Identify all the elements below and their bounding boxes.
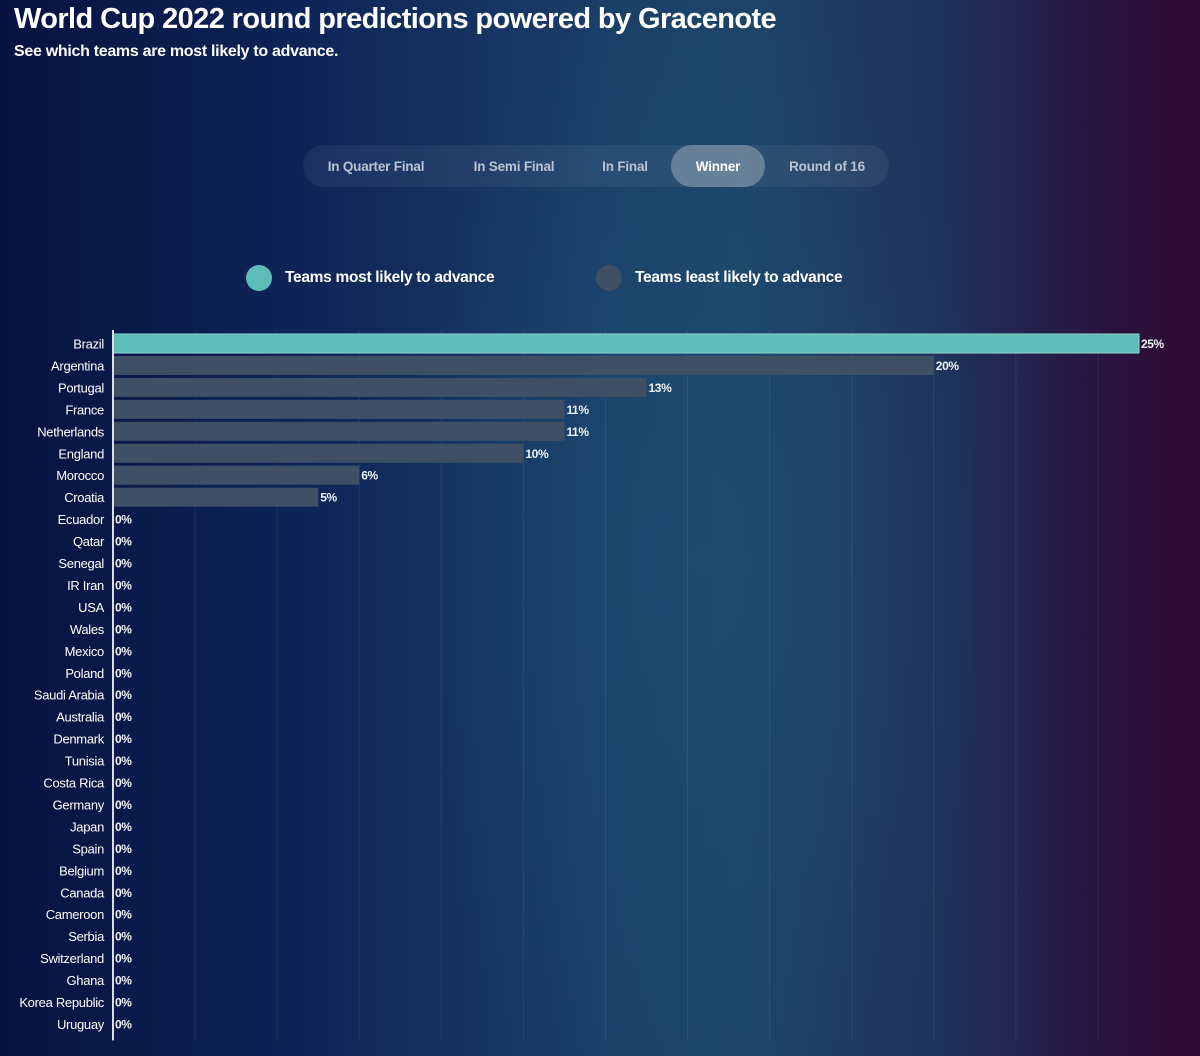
category-label: Qatar <box>73 534 105 549</box>
value-labels: 25% 20% 13% 11% 11% 10% 6% 5% 0% 0% 0% 0% 0% 0% 0% 0% 0%… <box>115 337 1165 1031</box>
category-label: Croatia <box>64 490 105 505</box>
category-label: Netherlands <box>37 424 105 439</box>
category-label: Australia <box>56 710 105 725</box>
value-label: 0% <box>115 842 132 856</box>
bar[interactable] <box>113 421 565 441</box>
legend-label-most-likely: Teams most likely to advance <box>285 269 495 286</box>
category-label: Japan <box>70 819 104 834</box>
chart-legend: Teams most likely to advance Teams least… <box>0 265 1200 293</box>
category-label: USA <box>78 600 104 615</box>
bar[interactable] <box>113 377 647 397</box>
bars <box>112 333 1140 507</box>
category-label: Cameroon <box>46 907 104 922</box>
value-label: 0% <box>115 513 132 527</box>
category-label: Poland <box>65 666 104 681</box>
legend-swatch-least-likely <box>596 265 622 291</box>
category-label: Switzerland <box>40 951 104 966</box>
category-label: Germany <box>53 797 105 812</box>
round-tabs: In Quarter Final In Semi Final In Final … <box>303 145 889 187</box>
category-label: Mexico <box>65 644 104 659</box>
value-label: 0% <box>115 886 132 900</box>
value-label: 5% <box>320 491 337 505</box>
tab-semi-final[interactable]: In Semi Final <box>473 158 555 174</box>
category-label: Korea Republic <box>19 995 104 1010</box>
value-label: 0% <box>115 578 132 592</box>
value-label: 0% <box>115 776 132 790</box>
value-label: 0% <box>115 688 132 702</box>
value-label: 0% <box>115 864 132 878</box>
category-label: Senegal <box>58 556 104 571</box>
value-label: 0% <box>115 666 132 680</box>
category-label: Spain <box>72 841 104 856</box>
category-label: Brazil <box>73 337 104 352</box>
legend-label-least-likely: Teams least likely to advance <box>635 269 843 286</box>
bar-chart: Brazil Argentina Portugal France Netherlands… <box>19 330 1165 1041</box>
value-label: 0% <box>115 710 132 724</box>
value-label: 0% <box>115 644 132 658</box>
value-label: 0% <box>115 535 132 549</box>
legend-swatch-most-likely <box>246 265 272 291</box>
page-title: World Cup 2022 round predictions powered… <box>14 3 777 35</box>
value-label: 20% <box>936 359 960 373</box>
category-label: Saudi Arabia <box>34 688 105 703</box>
legend-item-most-likely[interactable]: Teams most likely to advance <box>246 265 495 291</box>
category-label: Costa Rica <box>43 776 105 791</box>
category-label: Ghana <box>66 973 105 988</box>
category-label: Portugal <box>58 380 104 395</box>
category-label: Argentina <box>51 358 105 373</box>
category-label: France <box>65 402 104 417</box>
category-labels: Brazil Argentina Portugal France Netherlands… <box>19 337 105 1032</box>
tab-winner[interactable]: Winner <box>671 145 765 187</box>
bar[interactable] <box>112 333 1140 354</box>
value-label: 0% <box>115 557 132 571</box>
page-subtitle: See which teams are most likely to advan… <box>14 43 339 60</box>
tab-round-of-16[interactable]: Round of 16 <box>789 158 865 174</box>
bar[interactable] <box>113 465 360 485</box>
value-label: 0% <box>115 600 132 614</box>
category-label: England <box>58 446 104 461</box>
value-label: 0% <box>115 732 132 746</box>
bar[interactable] <box>113 443 524 463</box>
value-label: 0% <box>115 930 132 944</box>
value-label: 0% <box>115 974 132 988</box>
value-label: 13% <box>649 381 673 395</box>
category-label: Denmark <box>53 732 104 747</box>
value-label: 11% <box>566 425 589 439</box>
category-label: Wales <box>70 622 105 637</box>
value-label: 0% <box>115 820 132 834</box>
bar[interactable] <box>113 399 565 419</box>
value-label: 0% <box>115 952 132 966</box>
value-label: 0% <box>115 754 132 768</box>
tab-quarter-final[interactable]: In Quarter Final <box>327 158 425 174</box>
bar[interactable] <box>113 487 319 507</box>
category-label: Ecuador <box>58 512 105 527</box>
value-label: 0% <box>115 908 132 922</box>
value-label: 6% <box>361 469 378 483</box>
value-label: 25% <box>1141 337 1165 351</box>
legend-item-least-likely[interactable]: Teams least likely to advance <box>596 265 843 291</box>
category-label: Belgium <box>59 863 104 878</box>
bar[interactable] <box>113 355 934 375</box>
category-label: IR Iran <box>67 578 104 593</box>
value-label: 0% <box>115 1017 132 1031</box>
category-label: Serbia <box>68 929 105 944</box>
category-label: Morocco <box>56 468 104 483</box>
category-label: Canada <box>60 885 105 900</box>
category-label: Tunisia <box>65 754 105 769</box>
value-label: 0% <box>115 798 132 812</box>
value-label: 10% <box>525 447 549 461</box>
value-label: 0% <box>115 996 132 1010</box>
value-label: 11% <box>566 403 589 417</box>
value-label: 0% <box>115 622 132 636</box>
tab-final[interactable]: In Final <box>602 158 648 174</box>
category-label: Uruguay <box>57 1017 105 1032</box>
